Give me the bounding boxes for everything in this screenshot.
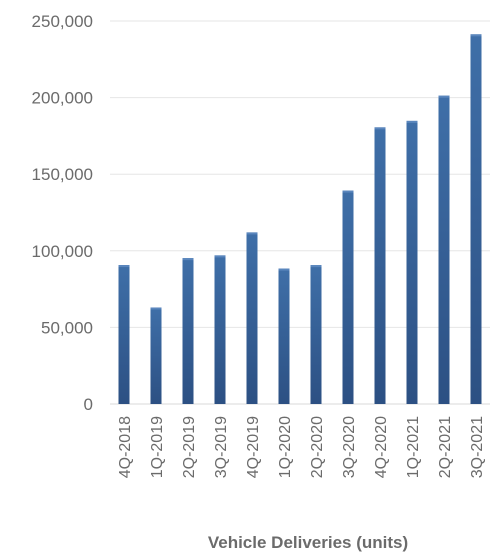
y-tick-label: 100,000 bbox=[32, 242, 93, 261]
bar bbox=[278, 268, 290, 404]
x-category-label: 4Q-2020 bbox=[373, 416, 390, 478]
bar bbox=[342, 190, 354, 404]
bar bbox=[374, 127, 386, 404]
bar-cap bbox=[150, 307, 162, 310]
x-category-label: 2Q-2020 bbox=[309, 416, 326, 478]
x-axis-category-labels: 4Q-2018 1Q-2019 2Q-2019 3Q-2019 4Q-2019 1Q-20… bbox=[117, 416, 486, 478]
bar bbox=[470, 34, 482, 404]
x-category-label: 2Q-2019 bbox=[181, 416, 198, 478]
bar bbox=[182, 258, 194, 404]
x-category-label: 3Q-2020 bbox=[341, 416, 358, 478]
bar bbox=[246, 232, 258, 404]
bar-cap bbox=[278, 268, 290, 271]
x-category-label: 4Q-2019 bbox=[245, 416, 262, 478]
bar bbox=[150, 307, 162, 404]
gridlines bbox=[110, 20, 490, 405]
bar-cap bbox=[470, 34, 482, 37]
bar-cap bbox=[438, 95, 450, 98]
y-tick-label: 150,000 bbox=[32, 165, 93, 184]
bar bbox=[118, 265, 130, 404]
chart-title: Vehicle Deliveries (units) bbox=[208, 533, 408, 552]
bar-cap bbox=[374, 127, 386, 130]
x-category-label: 3Q-2019 bbox=[213, 416, 230, 478]
bar-cap bbox=[246, 232, 258, 235]
bar-cap bbox=[214, 255, 226, 258]
x-category-label: 3Q-2021 bbox=[469, 416, 486, 478]
y-tick-label: 0 bbox=[84, 395, 93, 414]
y-tick-label: 250,000 bbox=[32, 12, 93, 31]
y-tick-label: 200,000 bbox=[32, 89, 93, 108]
x-category-label: 2Q-2021 bbox=[437, 416, 454, 478]
bar-cap bbox=[182, 258, 194, 261]
bar bbox=[406, 120, 418, 404]
bar bbox=[214, 255, 226, 404]
bar bbox=[438, 95, 450, 404]
x-category-label: 1Q-2021 bbox=[405, 416, 422, 478]
bar-cap bbox=[118, 265, 130, 268]
y-axis-tick-labels: 0 50,000 100,000 150,000 200,000 250,000 bbox=[32, 12, 93, 414]
bars bbox=[118, 34, 482, 404]
y-tick-label: 50,000 bbox=[41, 318, 93, 337]
x-category-label: 1Q-2020 bbox=[277, 416, 294, 478]
bar-cap bbox=[406, 120, 418, 123]
bar bbox=[310, 265, 322, 404]
x-category-label: 4Q-2018 bbox=[117, 416, 134, 478]
bar-cap bbox=[342, 190, 354, 193]
bar-cap bbox=[310, 265, 322, 268]
x-category-label: 1Q-2019 bbox=[149, 416, 166, 478]
